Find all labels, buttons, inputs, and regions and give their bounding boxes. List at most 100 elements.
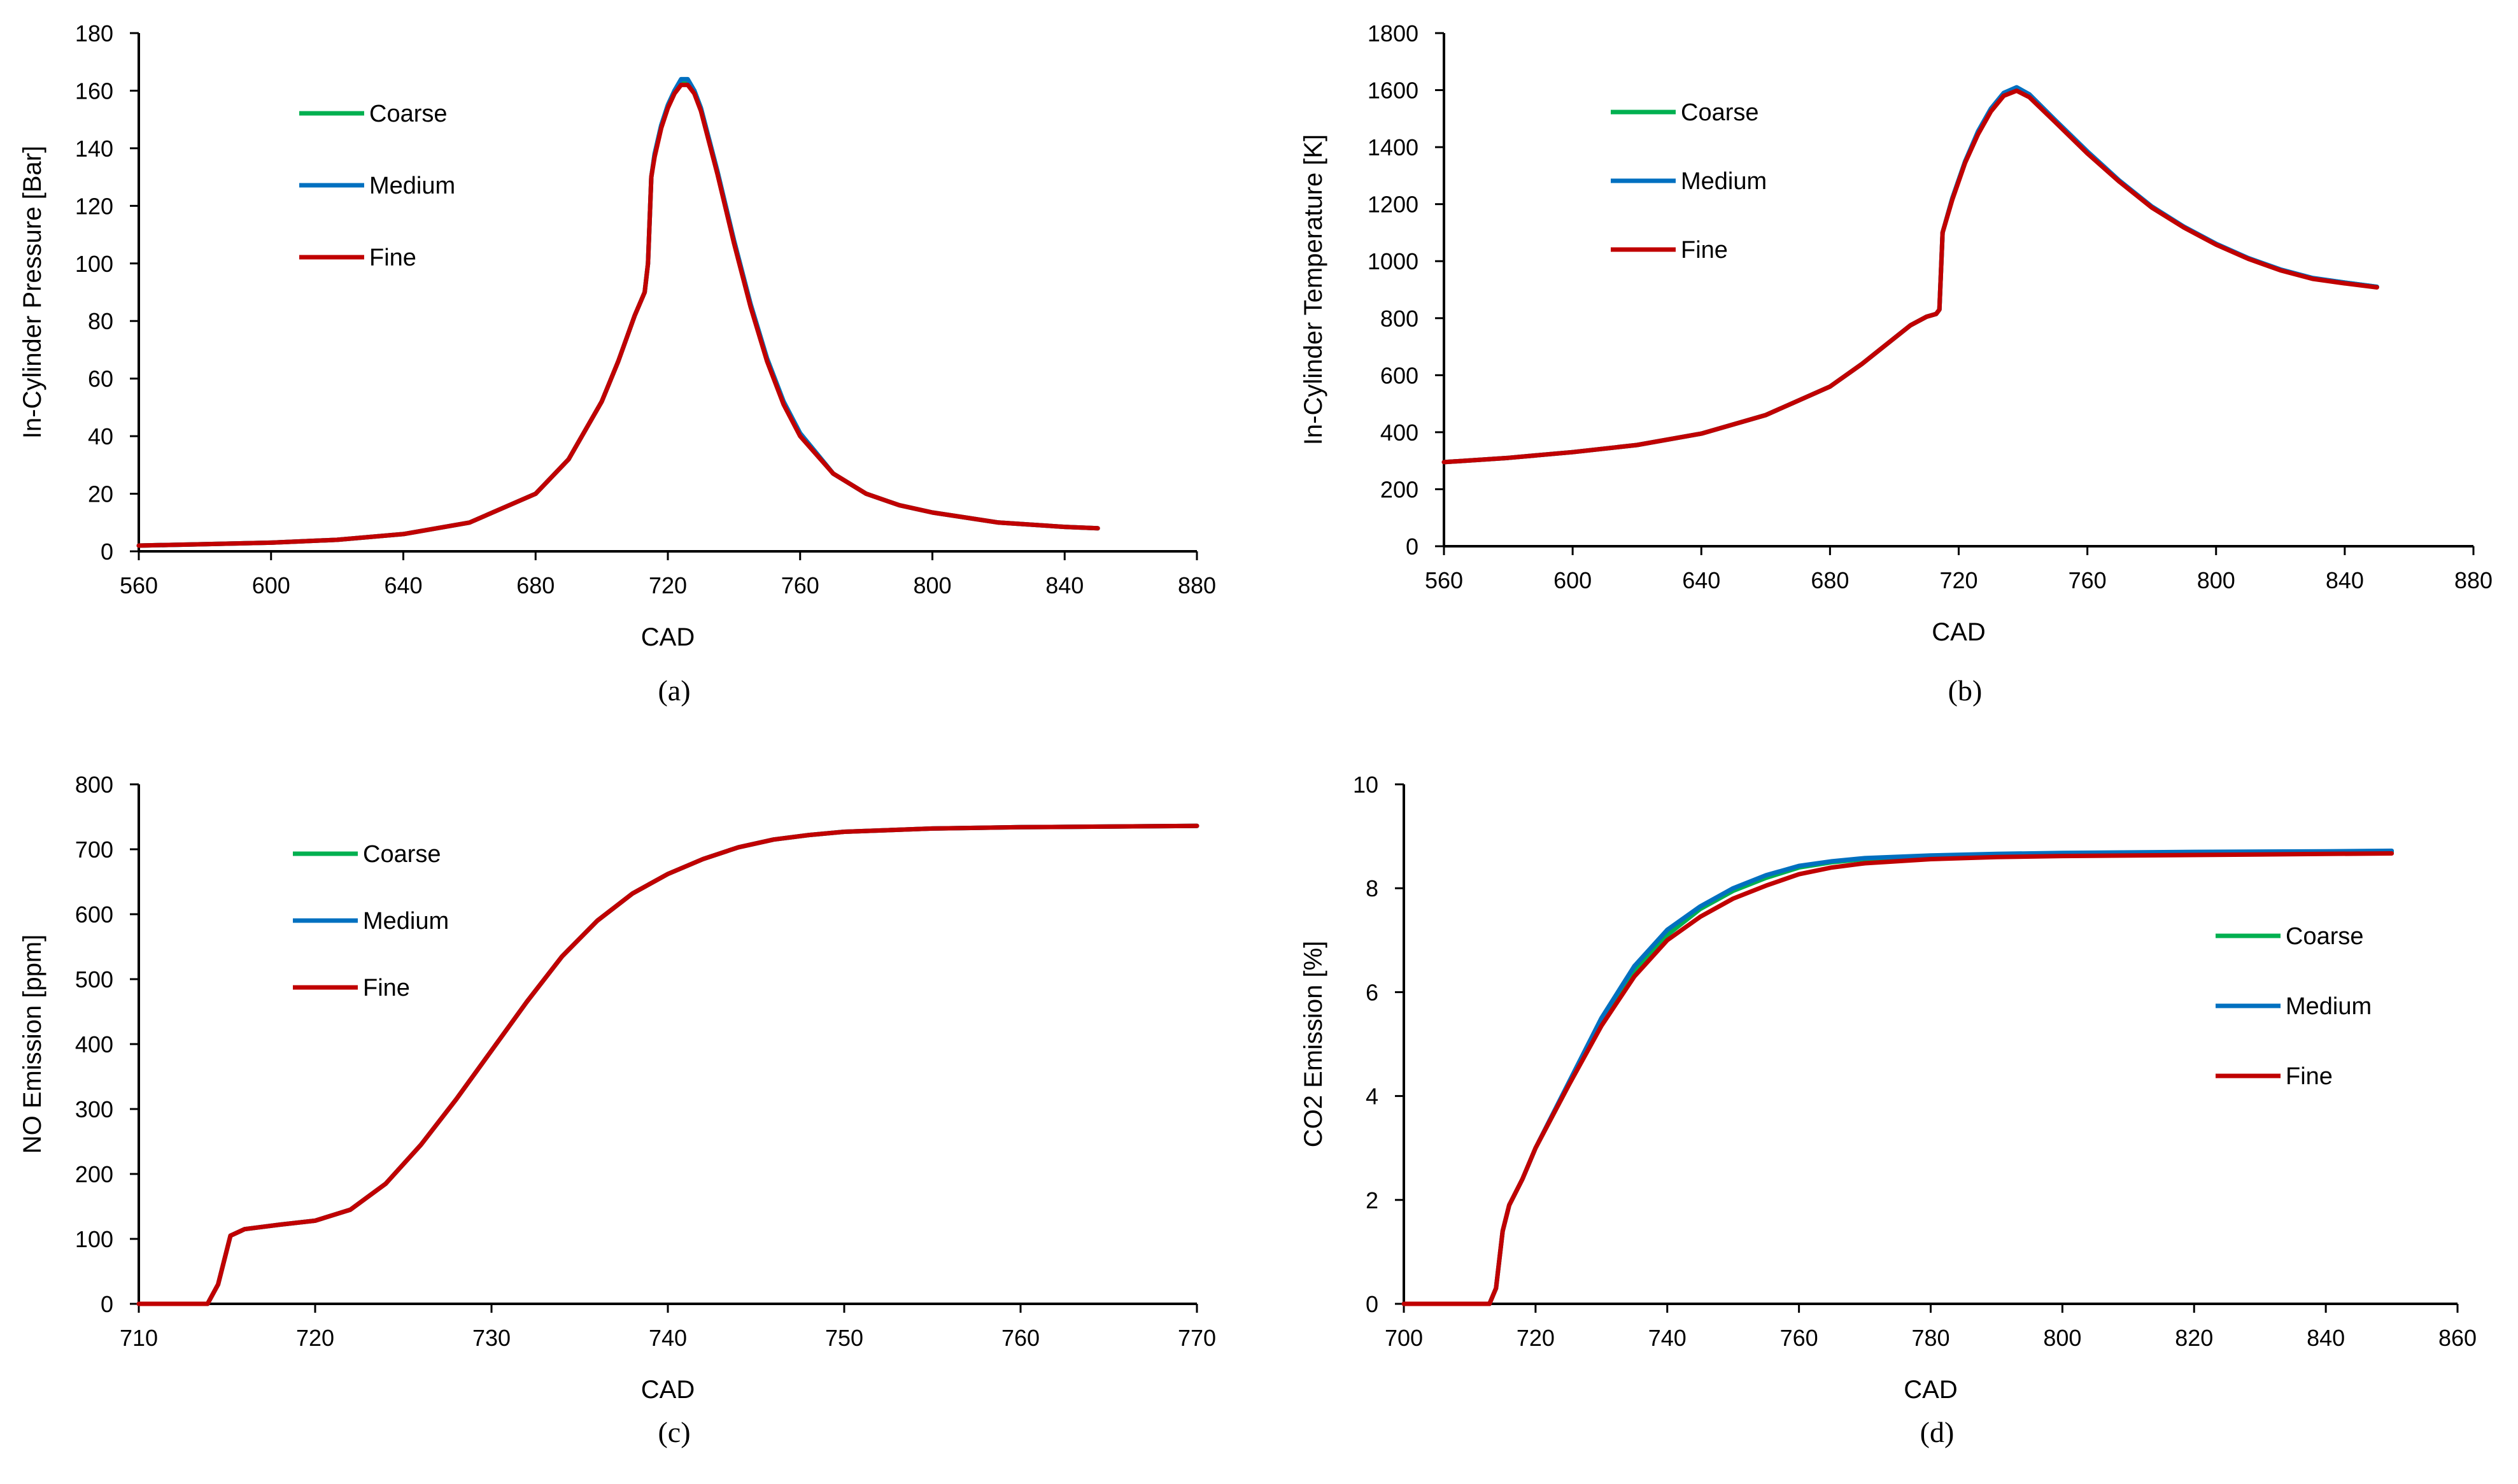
chart-panel-c: 710 720 730 740 750 760 770 0 100 200 300 400 500 600… — [18, 772, 1216, 1448]
x-tick-label: 730 — [472, 1325, 511, 1351]
series-line-medium — [136, 76, 1100, 548]
legend-label-coarse: Coarse — [2286, 923, 2364, 950]
y-tick-label: 1400 — [1368, 134, 1418, 160]
x-tick-label: 680 — [516, 572, 555, 598]
x-tick-label: 600 — [252, 572, 290, 598]
x-tick-label: 560 — [120, 572, 158, 598]
y-tick-label: 100 — [75, 251, 113, 277]
x-axis-title: CAD — [641, 623, 695, 651]
y-tick-label: 10 — [1353, 772, 1378, 798]
y-tick-label: 0 — [1366, 1291, 1378, 1317]
y-tick-label: 0 — [101, 1291, 113, 1317]
x-tick-label: 770 — [1178, 1325, 1216, 1351]
x-tick-label: 760 — [2069, 567, 2107, 593]
legend: Coarse Medium Fine — [299, 101, 455, 271]
y-tick-label: 0 — [1406, 534, 1418, 560]
y-tick-label: 1000 — [1368, 248, 1418, 274]
y-tick-label: 8 — [1366, 875, 1378, 901]
chart-panel-d: 700 720 740 760 780 800 820 840 860 0 2 4 6 8 10 CAD CO2… — [1299, 772, 2477, 1448]
x-tick-label: 800 — [2197, 567, 2235, 593]
legend-label-medium: Medium — [369, 173, 455, 199]
chart-panel-a: 560 600 640 680 720 760 800 840 880 0 20 40 60 80 100 1… — [18, 20, 1216, 707]
x-tick-label: 740 — [649, 1325, 687, 1351]
y-tick-label: 800 — [75, 772, 113, 798]
y-axis-title: CO2 Emission [%] — [1299, 941, 1327, 1148]
chart-panel-b: 560 600 640 680 720 760 800 840 880 0 200 400 600 800… — [1299, 20, 2493, 707]
series-line-fine — [136, 82, 1100, 548]
y-tick-label: 700 — [75, 837, 113, 863]
x-tick-label: 800 — [913, 572, 951, 598]
x-tick-label: 740 — [1648, 1325, 1687, 1351]
x-axis-title: CAD — [1904, 1376, 1957, 1404]
series-line-coarse — [136, 80, 1100, 548]
x-tick-label: 640 — [1682, 567, 1720, 593]
x-tick-label: 750 — [825, 1325, 863, 1351]
y-tick-label: 60 — [88, 366, 113, 392]
series-line-medium — [1441, 85, 2379, 465]
x-tick-label: 820 — [2175, 1325, 2213, 1351]
x-tick-label: 560 — [1425, 567, 1463, 593]
x-tick-label: 880 — [1178, 572, 1216, 598]
y-axis-title: In-Cylinder Temperature [K] — [1299, 134, 1327, 445]
x-tick-label: 720 — [1939, 567, 1977, 593]
series-line-coarse — [1441, 86, 2379, 465]
x-tick-label: 680 — [1811, 567, 1849, 593]
y-tick-label: 120 — [75, 193, 113, 219]
x-tick-label: 880 — [2454, 567, 2493, 593]
y-tick-label: 6 — [1366, 979, 1378, 1005]
y-tick-label: 1800 — [1368, 20, 1418, 46]
series-line-fine — [1441, 88, 2379, 465]
y-tick-label: 400 — [1380, 420, 1418, 446]
x-axis-title: CAD — [1932, 618, 1985, 646]
y-tick-label: 300 — [75, 1096, 113, 1122]
panel-caption: (c) — [658, 1416, 690, 1448]
y-tick-label: 2 — [1366, 1187, 1378, 1213]
y-axis-title: NO Emission [ppm] — [18, 935, 46, 1154]
x-tick-label: 780 — [1911, 1325, 1949, 1351]
x-tick-label: 720 — [296, 1325, 334, 1351]
panel-caption: (b) — [1948, 674, 1983, 707]
legend-label-fine: Fine — [1681, 237, 1728, 264]
y-tick-label: 80 — [88, 308, 113, 334]
legend-label-coarse: Coarse — [363, 841, 441, 868]
series-line-fine — [1401, 851, 2394, 1306]
legend: Coarse Medium Fine — [293, 841, 449, 1001]
y-tick-label: 200 — [75, 1161, 113, 1187]
x-tick-label: 840 — [2326, 567, 2364, 593]
x-tick-label: 700 — [1385, 1325, 1423, 1351]
legend: Coarse Medium Fine — [1611, 99, 1767, 264]
x-tick-label: 840 — [2307, 1325, 2345, 1351]
y-tick-label: 4 — [1366, 1084, 1378, 1110]
x-tick-label: 760 — [781, 572, 819, 598]
legend-label-fine: Fine — [363, 975, 410, 1001]
y-tick-label: 600 — [75, 901, 113, 928]
x-tick-label: 800 — [2043, 1325, 2081, 1351]
y-tick-label: 1600 — [1368, 78, 1418, 104]
y-tick-label: 500 — [75, 966, 113, 993]
y-tick-label: 1200 — [1368, 192, 1418, 218]
y-tick-label: 100 — [75, 1226, 113, 1252]
x-tick-label: 860 — [2438, 1325, 2477, 1351]
x-tick-label: 840 — [1045, 572, 1084, 598]
panel-caption: (d) — [1920, 1416, 1955, 1448]
legend-label-coarse: Coarse — [369, 101, 448, 127]
y-tick-label: 200 — [1380, 476, 1418, 502]
y-tick-label: 160 — [75, 78, 113, 104]
x-tick-label: 720 — [649, 572, 687, 598]
y-tick-label: 600 — [1380, 362, 1418, 388]
x-tick-label: 600 — [1553, 567, 1592, 593]
series-line-medium — [136, 823, 1199, 1306]
y-tick-label: 400 — [75, 1031, 113, 1057]
legend-label-medium: Medium — [1681, 168, 1767, 195]
x-tick-label: 710 — [120, 1325, 158, 1351]
legend-label-fine: Fine — [369, 244, 416, 271]
y-tick-label: 800 — [1380, 306, 1418, 332]
legend-label-coarse: Coarse — [1681, 99, 1759, 126]
y-tick-label: 140 — [75, 136, 113, 162]
x-axis-title: CAD — [641, 1376, 695, 1404]
y-tick-label: 40 — [88, 423, 113, 449]
series-line-coarse — [136, 823, 1199, 1306]
legend-label-fine: Fine — [2286, 1063, 2333, 1090]
legend: Coarse Medium Fine — [2216, 923, 2372, 1090]
